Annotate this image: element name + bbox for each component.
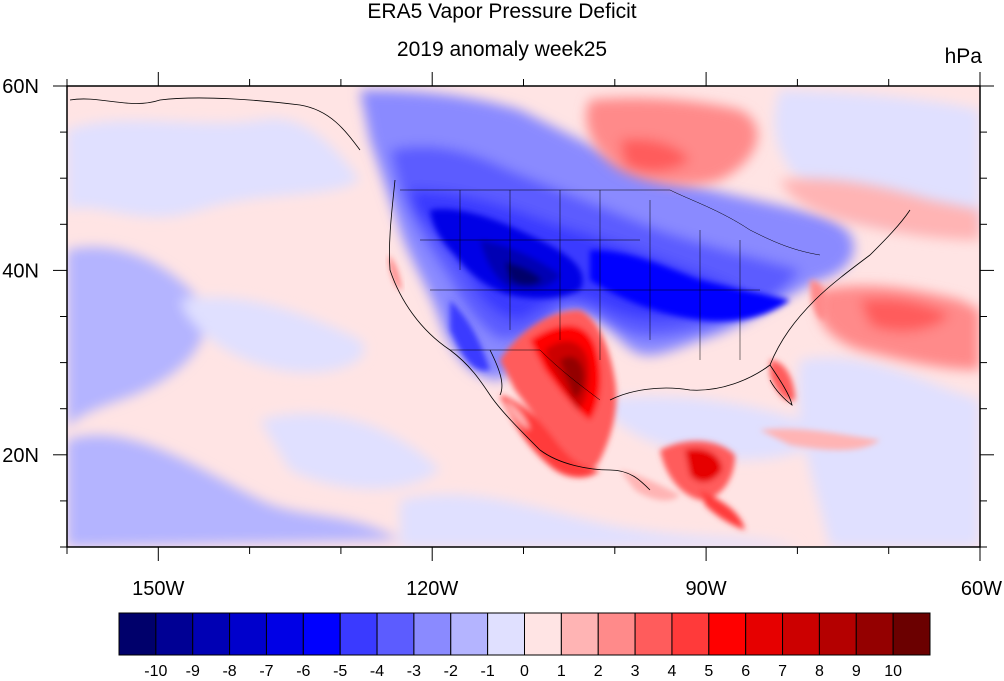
california-coast-positive bbox=[388, 255, 402, 290]
frame-ticks bbox=[53, 72, 994, 561]
colorbar-label: 2 bbox=[594, 663, 603, 680]
coastlines bbox=[69, 97, 911, 491]
colorbar-swatch bbox=[487, 612, 525, 656]
colorbar-swatch bbox=[560, 612, 599, 656]
colorbar-label: -2 bbox=[444, 663, 458, 680]
colorbar-swatch bbox=[413, 612, 452, 656]
colorbar-label: 9 bbox=[852, 663, 861, 680]
colorbar-swatch bbox=[782, 612, 820, 656]
colorbar-swatch bbox=[745, 612, 784, 656]
x-tick-label: 90W bbox=[686, 578, 727, 600]
pacific-negative-region bbox=[67, 90, 980, 547]
colorbar-label: -7 bbox=[259, 663, 273, 680]
colorbar-swatch bbox=[634, 612, 673, 656]
colorbar-label: -3 bbox=[407, 663, 421, 680]
colorbar-swatch bbox=[339, 612, 378, 656]
colorbar-swatch bbox=[524, 612, 562, 656]
y-tick-label: 60N bbox=[2, 76, 39, 98]
axis-labels: 150W 120W 90W 60W 20N 40N 60N bbox=[2, 76, 1002, 600]
colorbar-swatch bbox=[265, 612, 304, 656]
colorbar-swatch bbox=[376, 612, 415, 656]
colorbar-label: 0 bbox=[520, 663, 529, 680]
y-tick-label: 40N bbox=[2, 260, 39, 282]
hudson-bay-positive-region bbox=[586, 98, 758, 186]
central-america-positive-region bbox=[620, 440, 745, 530]
colorbar-label: 10 bbox=[884, 663, 902, 680]
colorbar-label: 3 bbox=[631, 663, 640, 680]
colorbar-label: -6 bbox=[296, 663, 310, 680]
colorbar-label: 5 bbox=[704, 663, 713, 680]
colorbar-label: 8 bbox=[815, 663, 824, 680]
colorbar-swatch bbox=[892, 612, 931, 656]
borders bbox=[400, 189, 821, 401]
map-field bbox=[67, 86, 980, 547]
colorbar-swatch bbox=[855, 612, 894, 656]
colorbar-swatch bbox=[818, 612, 857, 656]
y-tick-label: 20N bbox=[2, 445, 39, 467]
colorbar-label: -10 bbox=[144, 663, 167, 680]
colorbar-swatch bbox=[155, 612, 194, 656]
colorbar-label: -9 bbox=[186, 663, 200, 680]
colorbar-label: 4 bbox=[668, 663, 677, 680]
chart-title: ERA5 Vapor Pressure Deficit bbox=[367, 0, 637, 23]
colorbar: -10 -9 -8 -7 -6 -5 -4 -3 -2 -1 0 1 2 3 4 5 6 7 8 9 10 bbox=[118, 612, 931, 680]
colorbar-label: -1 bbox=[481, 663, 495, 680]
colorbar-label: 6 bbox=[741, 663, 750, 680]
southeast-coast-positive-region bbox=[760, 280, 880, 450]
colorbar-label: -8 bbox=[222, 663, 236, 680]
atlantic-positive-region bbox=[780, 178, 980, 370]
colorbar-swatch bbox=[597, 612, 636, 656]
colorbar-swatch bbox=[229, 612, 267, 656]
colorbar-label: 1 bbox=[557, 663, 566, 680]
colorbar-label: -5 bbox=[333, 663, 347, 680]
x-tick-label: 60W bbox=[961, 578, 1002, 600]
colorbar-label: -4 bbox=[370, 663, 384, 680]
x-tick-label: 120W bbox=[406, 578, 458, 600]
colorbar-swatch bbox=[450, 612, 489, 656]
colorbar-swatch bbox=[192, 612, 231, 656]
colorbar-swatch bbox=[302, 612, 341, 656]
colorbar-swatch bbox=[708, 612, 747, 656]
colorbar-label: 7 bbox=[778, 663, 787, 680]
colorbar-swatch bbox=[671, 612, 710, 656]
chart-subtitle: 2019 anomaly week25 bbox=[396, 38, 608, 61]
colorbar-swatch bbox=[118, 612, 157, 656]
units-label: hPa bbox=[944, 45, 982, 68]
x-tick-label: 150W bbox=[132, 578, 184, 600]
